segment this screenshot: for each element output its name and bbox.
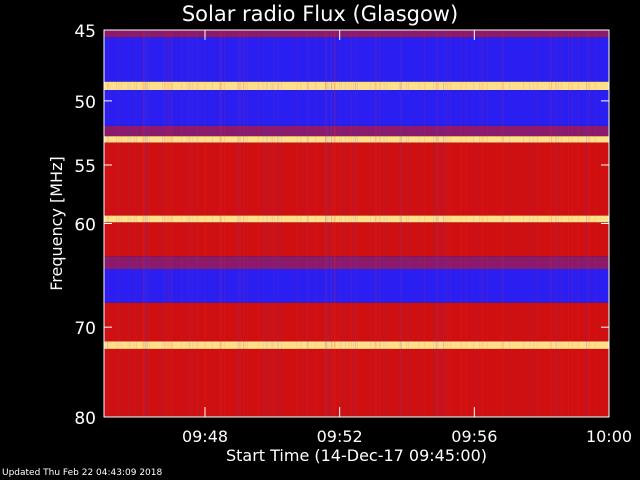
- spectrogram-band-1: [104, 37, 609, 82]
- x-tick-label-0: 09:48: [182, 427, 228, 446]
- x-tick-label-2: 09:56: [451, 427, 497, 446]
- spectrogram-band-0: [104, 30, 609, 38]
- spectrogram-band-7: [104, 215, 609, 223]
- spectrogram-band-11: [104, 302, 609, 342]
- spectrogram-band-6: [104, 142, 609, 216]
- spectrogram-band-13: [104, 348, 609, 417]
- spectrogram-band-8: [104, 222, 609, 257]
- y-tick-label-2: 55: [74, 157, 96, 177]
- spectrogram-band-2: [104, 81, 609, 91]
- y-tick-label-0: 45: [74, 22, 96, 42]
- y-tick-label-1: 50: [74, 93, 96, 113]
- spectrogram-band-5: [104, 136, 609, 143]
- spectrogram-band-3: [104, 90, 609, 126]
- spectrogram-band-12: [104, 341, 609, 349]
- spectrogram-band-10: [104, 269, 609, 303]
- x-axis-label: Start Time (14-Dec-17 09:45:00): [226, 446, 487, 465]
- y-axis-label: Frequency [MHz]: [47, 156, 66, 290]
- updated-timestamp: Updated Thu Feb 22 04:43:09 2018: [2, 468, 163, 478]
- x-tick-label-3: 10:00: [586, 427, 632, 446]
- y-tick-label-5: 80: [74, 409, 96, 429]
- chart-title: Solar radio Flux (Glasgow): [181, 2, 459, 26]
- y-tick-label-3: 60: [74, 216, 96, 236]
- spectrogram-band-9: [104, 256, 609, 270]
- x-tick-label-1: 09:52: [317, 427, 363, 446]
- spectrogram-band-4: [104, 125, 609, 137]
- y-tick-label-4: 70: [74, 319, 96, 339]
